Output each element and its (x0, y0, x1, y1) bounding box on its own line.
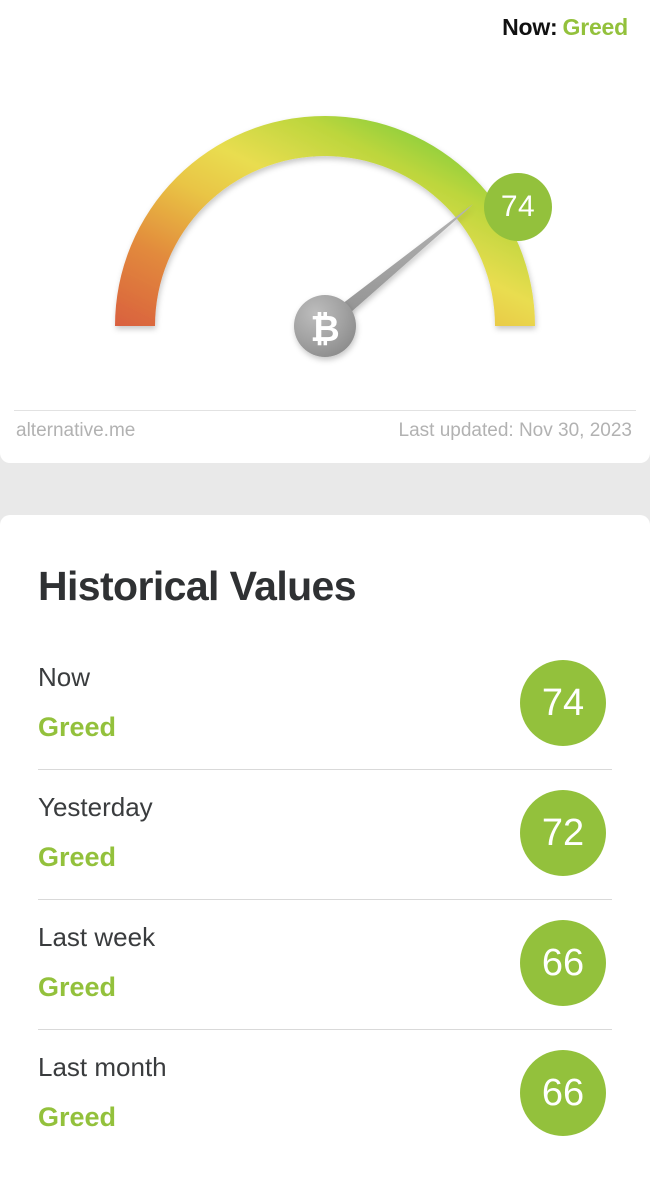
historical-values-card: Historical Values Now Greed 74 Yesterday… (0, 515, 650, 1200)
gauge-needle (325, 204, 473, 335)
row-classification: Greed (38, 712, 117, 742)
now-value: Greed (562, 14, 629, 40)
list-item[interactable]: Now Greed 74 (38, 640, 612, 770)
row-classification: Greed (38, 842, 117, 872)
row-value-badge: 66 (520, 1050, 606, 1136)
gauge-chart: ₿ 74 (0, 58, 650, 388)
source-label[interactable]: alternative.me (16, 420, 136, 441)
historical-values-list: Now Greed 74 Yesterday Greed 72 Last wee… (38, 640, 612, 1160)
row-period: Last week (38, 922, 156, 952)
row-value-badge: 66 (520, 920, 606, 1006)
row-period: Yesterday (38, 792, 153, 822)
list-item[interactable]: Yesterday Greed 72 (38, 770, 612, 900)
row-period: Last month (38, 1052, 167, 1082)
card-divider (14, 410, 636, 411)
list-item[interactable]: Last week Greed 66 (38, 900, 612, 1030)
gauge-svg: ₿ (115, 116, 535, 357)
now-label: Now: (502, 14, 558, 40)
gauge-arc (115, 116, 535, 326)
row-period: Now (38, 662, 91, 692)
row-value-badge: 74 (520, 660, 606, 746)
gauge-card-footer: alternative.me Last updated: Nov 30, 202… (16, 420, 632, 442)
list-item[interactable]: Last month Greed 66 (38, 1030, 612, 1160)
row-value-badge: 72 (520, 790, 606, 876)
bitcoin-icon: ₿ (294, 295, 356, 357)
row-classification: Greed (38, 1102, 117, 1132)
gauge-score-badge: 74 (484, 173, 552, 241)
row-classification: Greed (38, 972, 117, 1002)
svg-text:₿: ₿ (310, 308, 339, 349)
gauge-card: Now: Greed (0, 0, 650, 463)
last-updated-label: Last updated: Nov 30, 2023 (398, 420, 632, 441)
page-title: Historical Values (38, 563, 357, 609)
now-status: Now: Greed (502, 14, 628, 41)
